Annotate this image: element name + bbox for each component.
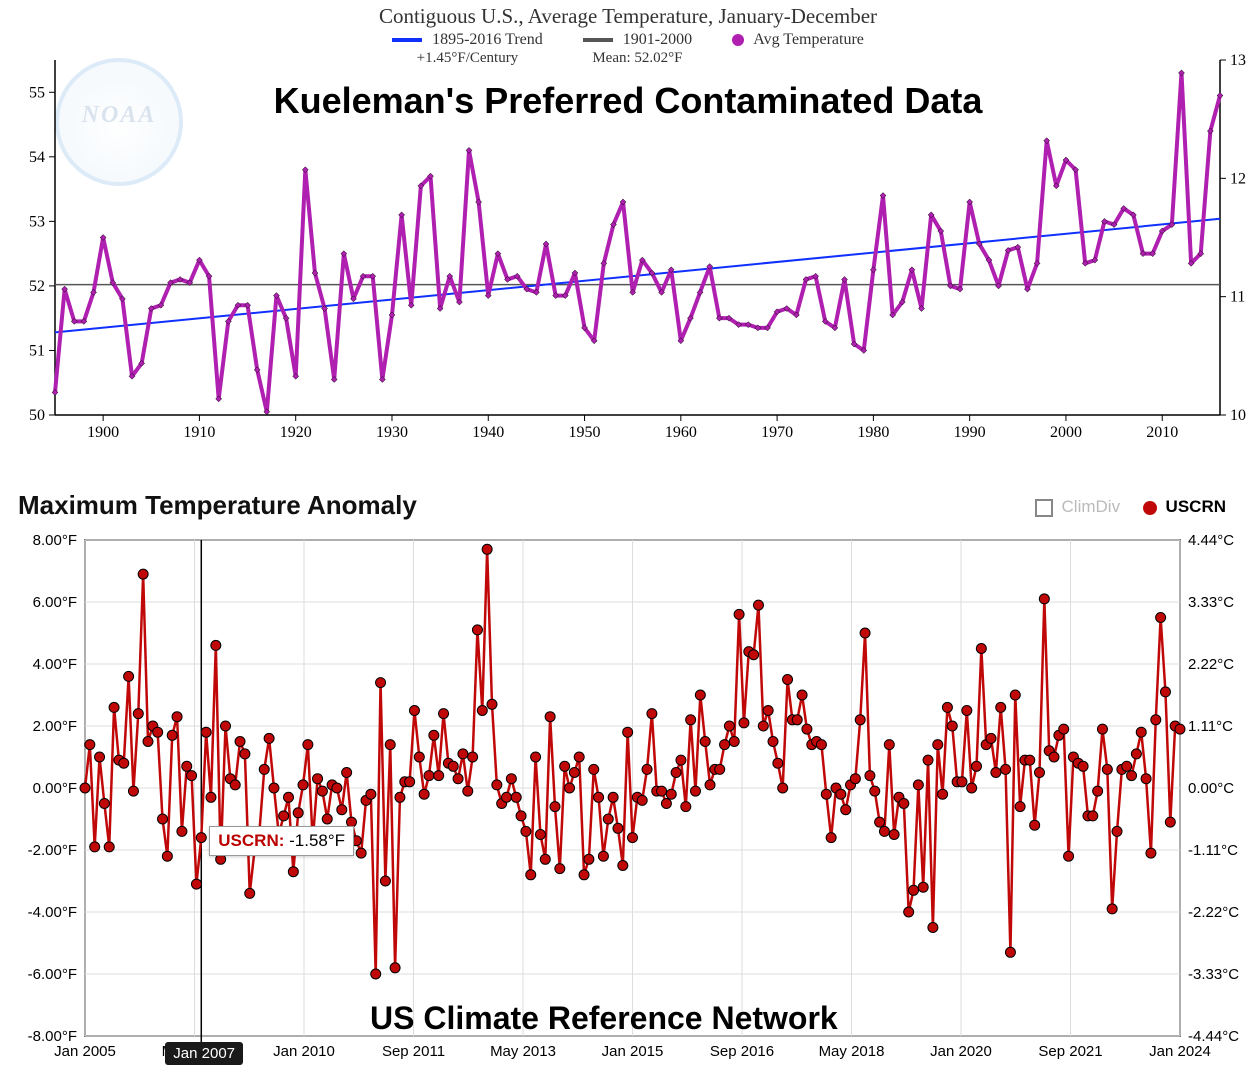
svg-text:2010: 2010 — [1146, 424, 1178, 441]
svg-text:4.44°C: 4.44°C — [1188, 532, 1234, 549]
svg-text:1950: 1950 — [569, 424, 601, 441]
tooltip-label: USCRN: — [218, 831, 284, 850]
svg-text:-6.00°F: -6.00°F — [28, 966, 77, 983]
svg-text:2000: 2000 — [1050, 424, 1082, 441]
chart2-plot: -8.00°F-4.44°C-6.00°F-3.33°C-4.00°F-2.22… — [0, 520, 1256, 1080]
svg-text:-4.00°F: -4.00°F — [28, 904, 77, 921]
svg-text:51: 51 — [29, 342, 45, 359]
svg-text:55: 55 — [29, 84, 45, 101]
svg-text:52: 52 — [29, 278, 45, 295]
legend-uscrn-swatch — [1143, 501, 1157, 515]
svg-text:-2.00°F: -2.00°F — [28, 842, 77, 859]
svg-text:Jan 2005: Jan 2005 — [54, 1043, 116, 1060]
svg-text:1960: 1960 — [665, 424, 697, 441]
page-root: Contiguous U.S., Average Temperature, Ja… — [0, 0, 1256, 1074]
svg-text:4.00°F: 4.00°F — [33, 656, 77, 673]
svg-text:50: 50 — [29, 407, 45, 424]
svg-text:0.00°C: 0.00°C — [1188, 780, 1234, 797]
svg-text:Sep 2021: Sep 2021 — [1038, 1043, 1102, 1060]
svg-text:1970: 1970 — [761, 424, 793, 441]
legend-uscrn-label: USCRN — [1166, 497, 1226, 516]
svg-text:11: 11 — [1230, 289, 1245, 306]
svg-text:-1.11°C: -1.11°C — [1188, 842, 1238, 859]
chart2-legend: ClimDiv USCRN — [1035, 497, 1226, 517]
svg-text:12: 12 — [1230, 170, 1246, 187]
legend-climdiv-label: ClimDiv — [1062, 497, 1121, 516]
svg-text:May 2018: May 2018 — [819, 1043, 885, 1060]
svg-text:-3.33°C: -3.33°C — [1188, 966, 1239, 983]
chart2-x-marker: Jan 2007 — [165, 1042, 243, 1065]
svg-text:1910: 1910 — [183, 424, 215, 441]
legend-climdiv-swatch — [1035, 499, 1053, 517]
svg-text:1940: 1940 — [472, 424, 504, 441]
svg-text:1980: 1980 — [857, 424, 889, 441]
svg-text:0.00°F: 0.00°F — [33, 780, 77, 797]
svg-text:3.33°C: 3.33°C — [1188, 594, 1234, 611]
chart1-plot: 50 51 52 53 54 55 10 11 12 13 1900 1910 1920 1930 1940… — [0, 0, 1256, 450]
chart2-title: Maximum Temperature Anomaly — [18, 490, 417, 521]
svg-text:May 2013: May 2013 — [490, 1043, 556, 1060]
svg-text:Sep 2016: Sep 2016 — [710, 1043, 774, 1060]
svg-text:Jan 2020: Jan 2020 — [930, 1043, 992, 1060]
svg-text:1990: 1990 — [954, 424, 986, 441]
svg-text:1.11°C: 1.11°C — [1188, 718, 1233, 735]
svg-text:2.22°C: 2.22°C — [1188, 656, 1234, 673]
svg-text:Jan 2024: Jan 2024 — [1149, 1043, 1211, 1060]
svg-text:54: 54 — [29, 149, 45, 166]
svg-text:Jan 2015: Jan 2015 — [602, 1043, 664, 1060]
chart2-tooltip: USCRN: -1.58°F — [209, 826, 354, 856]
svg-text:1930: 1930 — [376, 424, 408, 441]
svg-text:2.00°F: 2.00°F — [33, 718, 77, 735]
svg-text:8.00°F: 8.00°F — [33, 532, 77, 549]
svg-text:1900: 1900 — [87, 424, 119, 441]
svg-text:-2.22°C: -2.22°C — [1188, 904, 1239, 921]
svg-text:6.00°F: 6.00°F — [33, 594, 77, 611]
svg-text:Jan 2010: Jan 2010 — [273, 1043, 335, 1060]
svg-text:Sep 2011: Sep 2011 — [382, 1043, 445, 1060]
svg-text:1920: 1920 — [280, 424, 312, 441]
svg-text:53: 53 — [29, 213, 45, 230]
tooltip-value: -1.58°F — [289, 831, 345, 850]
svg-text:10: 10 — [1230, 407, 1246, 424]
svg-text:13: 13 — [1230, 52, 1246, 69]
chart2-annotation: US Climate Reference Network — [370, 1000, 838, 1037]
